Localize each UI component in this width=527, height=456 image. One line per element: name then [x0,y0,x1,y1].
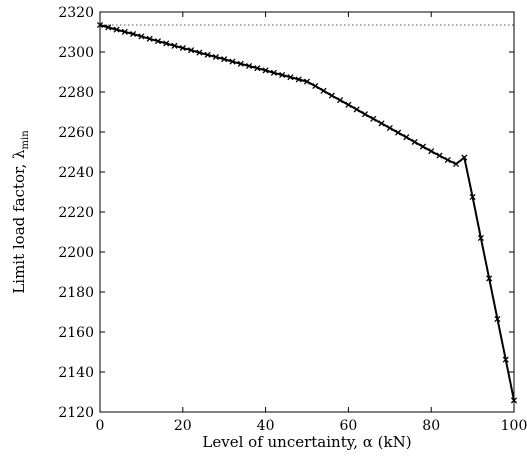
data-point-marker [154,38,162,45]
data-point-marker [212,53,219,61]
y-tick-label: 2160 [58,325,94,341]
y-axis-label-subscript: min [20,130,31,150]
y-tick-label: 2280 [58,85,94,101]
data-point-marker [502,356,509,363]
y-axis-label-main: Limit load factor, λ [10,149,28,294]
data-point-marker [494,315,501,323]
y-tick-label: 2240 [58,165,94,181]
data-point-marker [411,138,418,146]
data-point-marker [303,78,311,85]
data-point-marker [312,82,319,90]
data-point-marker [163,40,170,47]
data-point-marker [130,30,137,38]
y-tick-label: 2220 [58,205,94,221]
data-point-marker [171,42,178,49]
y-tick-label: 2300 [58,45,94,61]
data-point-marker [237,60,244,67]
x-tick-label: 0 [96,418,105,434]
x-tick-label: 20 [174,418,192,434]
data-point-marker [419,143,426,150]
data-point-marker [121,28,128,35]
data-point-marker [486,275,493,282]
y-axis: 2120 2140 2160 2180 2200 2220 2240 2260 2280 2300… [58,5,514,421]
data-point-marker [370,115,377,122]
data-point-marker [510,397,518,404]
x-tick-label: 40 [257,418,275,434]
data-point-marker [204,51,211,58]
data-point-marker [245,62,253,70]
data-point-marker [146,35,153,42]
data-point-marker [469,193,476,201]
data-point-marker [444,156,451,164]
x-tick-label: 100 [501,418,527,434]
plot-frame [99,11,515,413]
data-point-marker [279,71,286,79]
data-point-marker [395,129,402,136]
x-axis: 0 20 40 60 80 100 [96,12,527,434]
data-point-marker [378,120,385,127]
y-tick-label: 2140 [58,365,94,381]
data-point-marker [428,148,435,155]
data-point-marker [477,234,484,242]
data-point-marker [386,124,393,132]
data-point-marker [295,76,302,83]
data-point-marker [287,74,294,81]
y-tick-label: 2120 [58,405,94,421]
data-point-marker [188,47,195,54]
data-point-marker [254,65,261,72]
data-point-marker [270,69,277,76]
data-point-marker [229,58,236,65]
data-point-marker [337,97,344,104]
data-point-marker [320,87,327,94]
y-tick-label: 2260 [58,125,94,141]
data-point-marker [179,44,186,52]
data-point-marker [452,160,460,168]
y-tick-label: 2320 [58,5,94,21]
data-point-marker [436,152,443,159]
x-axis-label: Level of uncertainty, α (kN) [202,433,411,451]
x-tick-label: 80 [422,418,440,434]
y-tick-label: 2200 [58,245,94,261]
series-markers [96,21,518,404]
data-point-marker [328,92,335,99]
data-point-marker [221,56,228,63]
x-tick-label: 60 [339,418,357,434]
y-tick-label: 2180 [58,285,94,301]
y-axis-label: Limit load factor, λmin [10,130,31,294]
data-point-marker [403,134,410,141]
data-point-marker [96,21,104,29]
data-point-marker [361,111,369,118]
data-point-marker [262,67,269,74]
data-point-marker [138,33,145,40]
data-point-marker [353,106,360,113]
data-point-marker [461,154,468,161]
data-point-marker [113,26,120,33]
data-point-marker [196,49,203,56]
data-point-marker [345,101,352,108]
data-point-marker [105,24,112,31]
